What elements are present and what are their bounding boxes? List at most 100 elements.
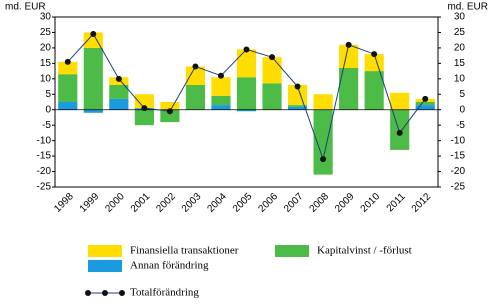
x-tick-label: 2010 [359,191,383,215]
y-tick-label: 30 [40,12,52,23]
x-tick-label: 2009 [333,191,357,215]
bar [236,109,257,112]
total-point [64,58,71,65]
y-tick-label: 20 [40,43,52,54]
bar [313,94,333,110]
y2-tick-label: -20 [451,166,466,177]
bar [58,102,78,110]
x-tick-label: 2007 [282,191,306,215]
legend-marker [85,290,91,296]
bar [109,98,129,110]
total-point [320,156,327,163]
total-point [141,105,148,112]
y-tick-label: 10 [40,73,52,84]
bar [287,106,308,110]
bar [185,66,206,85]
y-tick-label: 0 [45,104,51,115]
bar [83,47,103,110]
y2-tick-label: 30 [454,12,466,23]
x-tick-label: 2003 [180,191,204,215]
bar [160,109,180,123]
y-tick-label: 5 [45,89,51,100]
legend-swatch [88,245,122,257]
y-tick-label: 25 [40,27,52,38]
legend-label: Totalförändring [130,287,199,299]
total-point [422,95,429,102]
y2-tick-label: 0 [459,104,465,115]
bar [313,109,333,175]
bar [415,105,435,110]
bar [339,44,359,68]
legend-label: Annan förändring [130,260,209,272]
bar [236,49,257,78]
bar [211,105,231,110]
plot-frame [54,16,439,188]
total-point [217,72,224,79]
legend: Annan förändring Kapitalvinst / -förlust F… [85,245,412,299]
bar [262,57,282,84]
bar [160,102,180,110]
y2-tick-label: 20 [454,43,466,54]
bar [287,105,308,107]
y-tick-label: -15 [37,151,52,162]
y-tick-label: -10 [37,135,52,146]
y-tick-label: -25 [37,182,52,193]
bar [262,83,282,110]
x-tick-label: 2011 [385,191,408,214]
x-tick-label: 2005 [231,191,255,215]
bar [134,109,154,126]
x-tick-label: 2008 [308,191,332,215]
y2-tick-label: -15 [451,151,466,162]
total-point [294,83,301,90]
bar [211,95,231,106]
total-point [115,75,122,82]
bar [390,92,410,110]
y-tick-label: 15 [40,58,52,69]
y2-axis-label: md. EUR [447,2,488,13]
total-point [243,46,250,53]
legend-marker [119,290,125,296]
total-point [90,31,97,37]
bar [339,68,359,110]
bar [364,54,384,72]
legend-label: Finansiella transaktioner [130,245,239,257]
legend-label: Kapitalvinst / -förlust [317,245,412,257]
bar [390,109,410,150]
bar [134,94,154,109]
x-tick-label: 2006 [257,191,281,215]
y2-tick-label: 15 [454,58,466,69]
total-point [371,51,378,58]
bar [109,85,129,99]
bar [185,85,206,110]
total-point [192,63,199,70]
y-tick-label: -20 [37,166,52,177]
legend-swatch [88,260,122,272]
bar [58,74,78,102]
y2-tick-label: -25 [451,182,466,193]
y2-tick-label: 25 [454,27,466,38]
y2-tick-label: 5 [459,89,465,100]
total-point [345,41,352,48]
x-tick-label: 2004 [205,191,229,215]
total-point [269,54,276,61]
x-tick-label: 1998 [52,191,76,215]
y2-tick-label: -10 [451,135,466,146]
x-tick-label: 1999 [78,191,102,215]
legend-marker [102,290,108,296]
x-tick-label: 2012 [410,191,434,215]
legend-swatch [275,245,309,257]
bar [83,109,103,113]
y-axis-label: md. EUR [5,2,46,13]
total-point [166,108,173,115]
total-point [396,129,403,136]
bar [58,61,78,75]
y-tick-label: -5 [42,120,51,131]
bar [211,77,231,96]
x-tick-label: 2000 [103,191,127,215]
bar [364,71,384,110]
bar [415,102,435,106]
x-tick-label: 2001 [129,191,153,215]
x-tick-label: 2002 [154,191,178,215]
y2-tick-label: -5 [456,120,465,131]
